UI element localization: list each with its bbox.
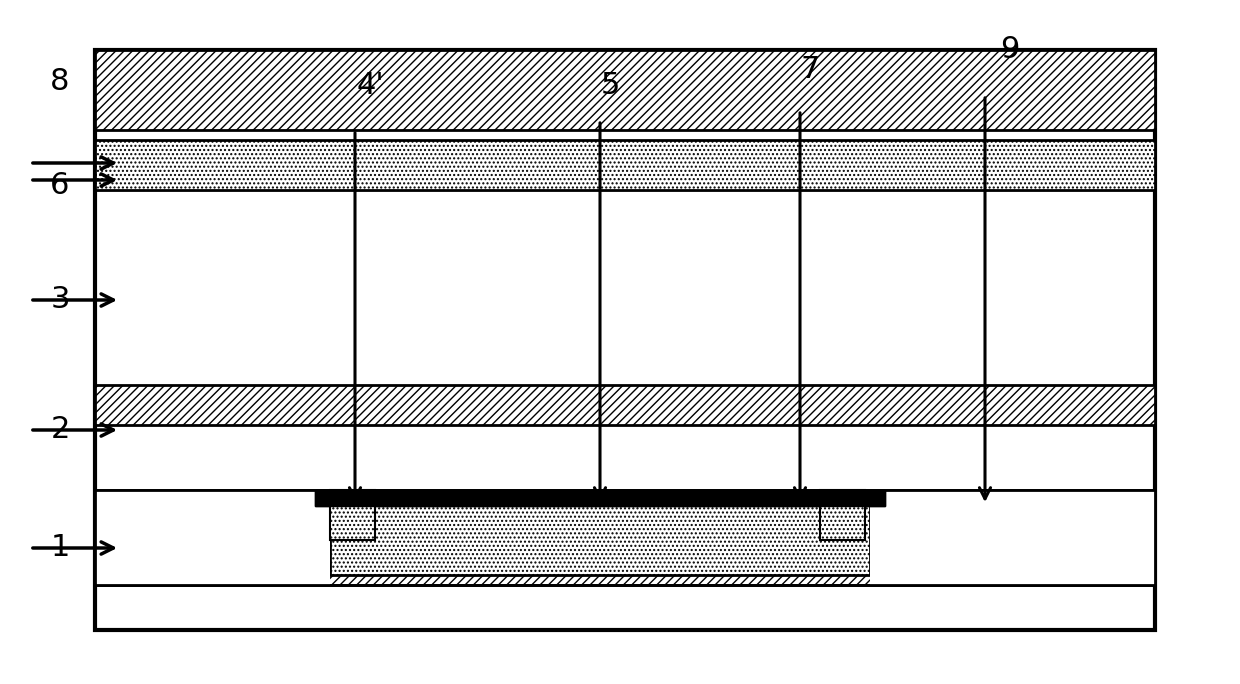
Text: 8: 8: [51, 68, 69, 96]
Bar: [95, 50, 1154, 130]
Bar: [330, 505, 870, 575]
Text: 9: 9: [1001, 36, 1019, 64]
Bar: [315, 490, 885, 506]
Bar: [330, 490, 374, 540]
Bar: [870, 490, 1154, 585]
Bar: [95, 385, 1154, 425]
Bar: [95, 178, 1154, 190]
Text: 1: 1: [51, 534, 69, 562]
Bar: [315, 490, 885, 506]
Text: 4': 4': [356, 70, 384, 99]
Text: 2: 2: [51, 415, 69, 445]
Bar: [95, 50, 1154, 630]
Text: 3: 3: [51, 285, 69, 315]
Text: 5: 5: [600, 70, 620, 99]
Bar: [820, 490, 866, 540]
Bar: [820, 490, 866, 540]
Bar: [95, 490, 330, 585]
Bar: [95, 490, 1154, 585]
Text: 6: 6: [51, 170, 69, 200]
Bar: [330, 490, 374, 540]
Text: 7: 7: [800, 55, 820, 85]
Bar: [95, 140, 1154, 190]
Bar: [95, 490, 1154, 585]
